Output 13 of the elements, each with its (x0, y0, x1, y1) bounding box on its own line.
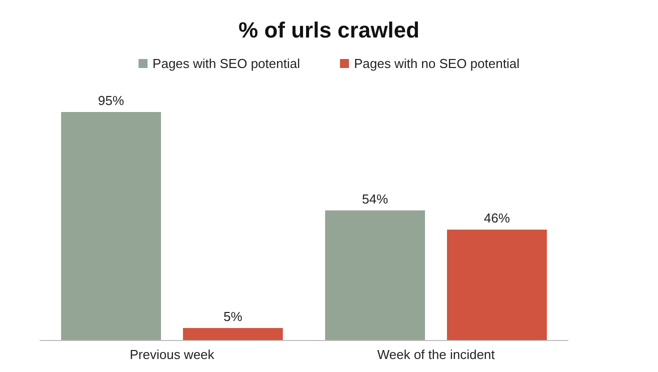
bar (446, 230, 547, 340)
x-tick-label: Week of the incident (377, 347, 496, 362)
bar (182, 328, 283, 340)
data-label: 54% (362, 191, 389, 206)
x-tick-label: Previous week (130, 347, 215, 362)
bar (325, 210, 426, 340)
legend-label: Pages with no SEO potential (354, 56, 520, 71)
legend-label: Pages with SEO potential (152, 56, 300, 71)
data-label: 46% (484, 210, 510, 226)
bar (61, 112, 162, 340)
data-label: 95% (98, 93, 125, 108)
data-label: 5% (224, 309, 243, 324)
chart-title: % of urls crawled (238, 18, 420, 42)
